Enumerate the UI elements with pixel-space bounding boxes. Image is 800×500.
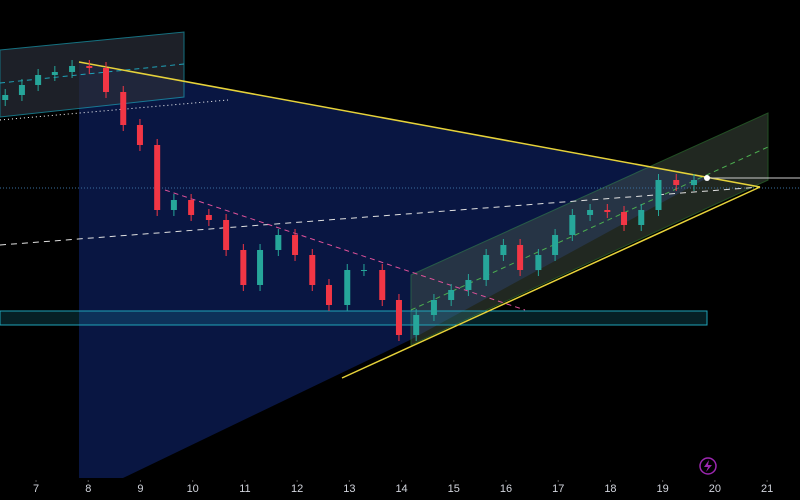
x-tick-label: 16 [500, 483, 512, 495]
candle-body [223, 220, 230, 250]
x-tick-label: 14 [395, 483, 407, 495]
upper-trend [78, 61, 761, 188]
x-tick-label: 17 [552, 483, 564, 495]
candle-body [170, 200, 177, 210]
candle-body [86, 66, 93, 68]
pink-trend [164, 189, 526, 311]
candle-body [275, 235, 282, 250]
lightning-icon[interactable] [699, 457, 717, 475]
candle-body [240, 250, 247, 285]
x-tick-label: 7 [33, 483, 39, 495]
candle-body [517, 245, 524, 270]
x-tick-label: 12 [291, 483, 303, 495]
candle-body [325, 285, 332, 305]
candle-body [413, 315, 420, 335]
lower-trend [341, 186, 761, 379]
candle-body [552, 235, 559, 255]
candle-body [136, 125, 143, 145]
x-tick-label: 11 [239, 483, 250, 495]
shaded-zone [79, 62, 707, 478]
x-tick-label: 19 [657, 483, 669, 495]
candle-body [120, 92, 127, 125]
support-zone [0, 310, 708, 326]
x-tick-label: 9 [137, 483, 143, 495]
candle-body [690, 180, 697, 185]
candle-body [569, 215, 576, 235]
candle-body [344, 270, 351, 305]
candle-body [2, 95, 9, 100]
candle-body [69, 66, 76, 72]
candle-body [379, 270, 386, 300]
channel-old [0, 31, 185, 118]
candle-body [430, 300, 437, 315]
candle-body [18, 85, 25, 95]
candle-body [292, 235, 299, 255]
candle-body [604, 210, 611, 212]
candle-body [465, 280, 472, 290]
candle-body [587, 210, 594, 215]
candle-body [395, 300, 402, 335]
x-tick-label: 8 [85, 483, 91, 495]
anchor-point [704, 175, 710, 181]
x-tick-label: 18 [604, 483, 616, 495]
candle-body [309, 255, 316, 285]
candle-body [51, 72, 58, 75]
channel-mid [0, 63, 185, 84]
candle-body [205, 215, 212, 220]
candle-body [257, 250, 264, 285]
candle-body [35, 75, 42, 85]
lightning-bolt [704, 460, 712, 472]
x-tick-label: 10 [187, 483, 199, 495]
candle-body [154, 145, 161, 210]
candle-body [535, 255, 542, 270]
candle-body [638, 210, 645, 225]
candle-body [188, 200, 195, 215]
x-axis: 7 8 9 10 11 12 13 14 15 16 17 18 19 20 21 [33, 480, 773, 495]
candle-body [360, 270, 367, 271]
x-tick-label: 21 [761, 483, 773, 495]
candle-body [673, 180, 680, 185]
candle-body [655, 180, 662, 210]
candle-body [103, 68, 110, 92]
candle-body [448, 290, 455, 300]
candle-body [483, 255, 490, 280]
x-tick-label: 20 [709, 483, 721, 495]
candles [2, 60, 697, 341]
candle-body [621, 212, 628, 225]
x-tick-label: 15 [448, 483, 460, 495]
candle-body [500, 245, 507, 255]
x-tick-label: 13 [343, 483, 355, 495]
